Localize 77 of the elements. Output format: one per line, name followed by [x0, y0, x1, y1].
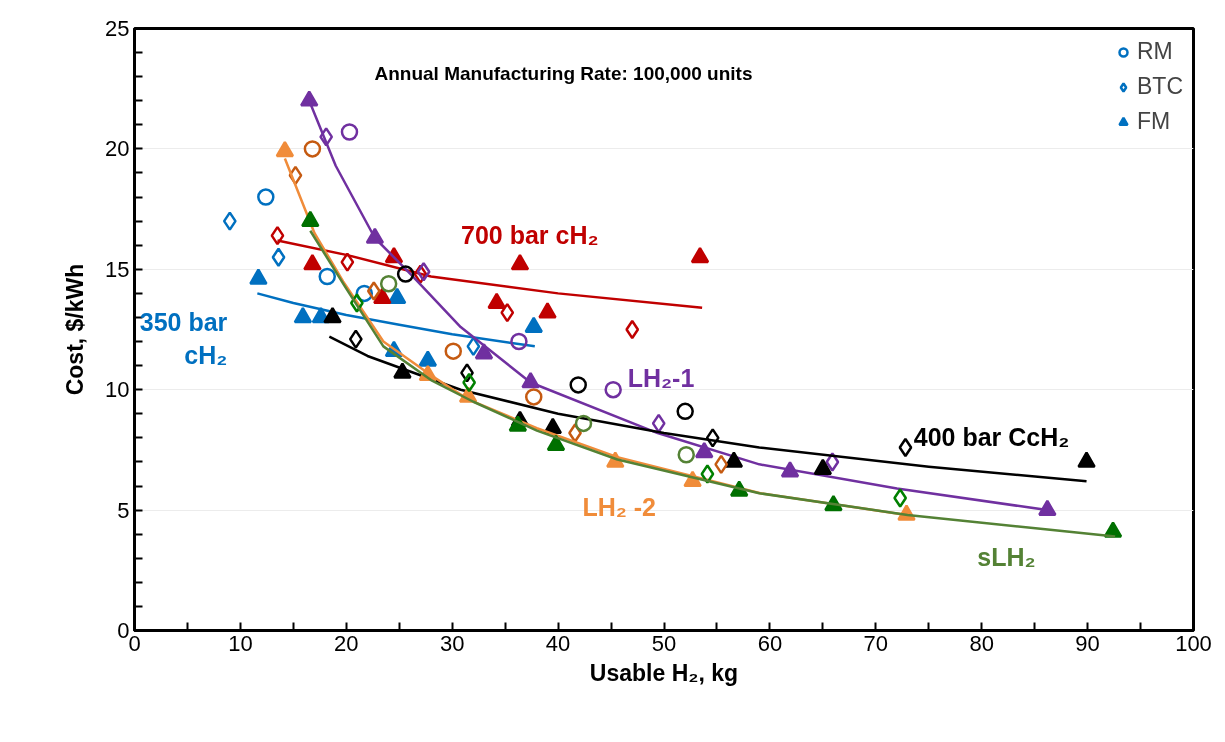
- y-tick-label: 25: [105, 16, 130, 41]
- point: [340, 252, 355, 272]
- point: [249, 268, 268, 285]
- point: [418, 350, 438, 367]
- point: [574, 414, 593, 433]
- point: [813, 458, 833, 476]
- point: [724, 451, 744, 468]
- point: [444, 342, 463, 360]
- y-axis-title: Cost, $/kWh: [62, 263, 89, 396]
- point: [569, 376, 587, 394]
- point: [396, 265, 415, 283]
- point: [323, 306, 342, 324]
- x-tick-label: 40: [545, 630, 571, 656]
- point: [625, 319, 640, 340]
- point: [303, 140, 322, 158]
- point: [301, 210, 320, 228]
- x-axis-title: Usable H₂, kg: [589, 659, 739, 686]
- point: [348, 329, 363, 349]
- point: [1077, 451, 1096, 468]
- legend-label: FM: [1137, 108, 1171, 135]
- point: [271, 247, 286, 268]
- point: [538, 302, 557, 319]
- x-tick-label: 80: [969, 630, 994, 656]
- annotation: Annual Manufacturing Rate: 100,000 units: [374, 62, 753, 84]
- legend-label: BTC: [1137, 73, 1183, 100]
- x-tick-label: 50: [651, 630, 677, 656]
- point: [462, 372, 477, 393]
- series-label: sLH₂: [977, 543, 1036, 572]
- y-tick-label: 10: [105, 377, 130, 403]
- point: [275, 140, 295, 158]
- point: [500, 302, 515, 323]
- point: [546, 434, 566, 451]
- y-tick-label: 20: [105, 136, 130, 162]
- point: [257, 188, 275, 206]
- x-tick-label: 30: [439, 630, 465, 656]
- point: [373, 287, 392, 305]
- point: [510, 254, 530, 271]
- point: [319, 127, 334, 147]
- point: [604, 380, 622, 399]
- point: [651, 413, 666, 434]
- y-tick-label: 15: [105, 256, 130, 282]
- point: [524, 388, 543, 406]
- point: [340, 123, 359, 141]
- point: [466, 336, 481, 357]
- point: [690, 246, 710, 264]
- point: [379, 275, 398, 293]
- point: [898, 437, 913, 458]
- point: [893, 488, 908, 508]
- legend-label: RM: [1137, 38, 1173, 65]
- point: [303, 254, 322, 271]
- point: [222, 211, 237, 231]
- x-tick-label: 20: [334, 630, 359, 656]
- x-tick-label: 10: [228, 630, 253, 656]
- series-label: LH₂-1: [627, 364, 695, 393]
- series-label: 400 bar CcH₂: [913, 422, 1070, 451]
- series-label: 350 bar cH₂: [139, 307, 228, 370]
- point: [714, 454, 729, 475]
- y-tick-label: 5: [117, 497, 130, 523]
- x-tick-label: 60: [757, 630, 783, 656]
- point: [318, 267, 336, 286]
- point: [293, 306, 313, 324]
- point: [1038, 499, 1057, 516]
- point: [677, 445, 695, 464]
- x-tick-label: 90: [1075, 630, 1100, 656]
- series-label: LH₂ -2: [582, 493, 657, 522]
- point: [487, 292, 506, 309]
- point: [510, 332, 528, 351]
- point: [705, 428, 720, 448]
- point: [676, 402, 694, 421]
- point: [387, 287, 407, 305]
- series-label: 700 bar cH₂: [461, 220, 599, 249]
- x-tick-label: 70: [863, 630, 889, 656]
- point: [524, 316, 543, 333]
- point: [270, 225, 285, 246]
- point: [299, 90, 319, 107]
- point: [366, 281, 381, 301]
- x-tick-label: 100: [1175, 630, 1212, 656]
